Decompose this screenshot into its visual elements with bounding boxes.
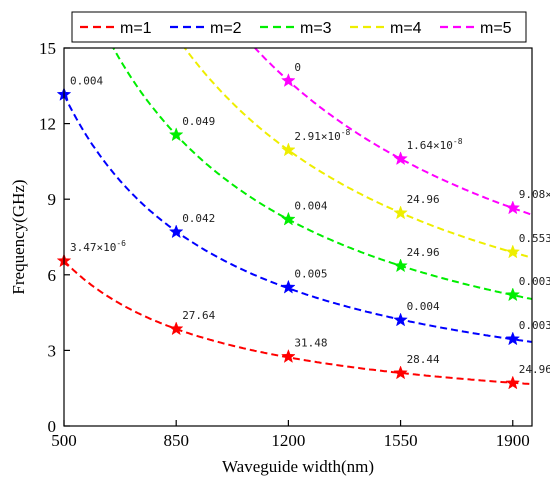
data-point-marker — [393, 312, 408, 327]
x-axis-label: Waveguide width(nm) — [222, 457, 374, 476]
data-point-label: 28.44 — [407, 353, 440, 366]
data-point-label: 3.47×10-6 — [70, 239, 126, 254]
series-curve — [253, 48, 532, 216]
data-point-label-exponent: -8 — [453, 137, 463, 146]
x-tick-label: 1550 — [384, 431, 418, 450]
plot-frame — [63, 47, 533, 427]
data-point-label: 0.004 — [70, 75, 103, 88]
data-point-marker — [168, 321, 184, 336]
legend-entry-label: m=1 — [120, 20, 152, 37]
data-point-label-exponent: -8 — [341, 128, 351, 137]
data-point-marker — [281, 348, 296, 363]
data-point-label: 27.64 — [182, 309, 215, 322]
data-point-label: 0.042 — [182, 212, 215, 225]
data-point-marker — [168, 224, 184, 239]
y-tick-label: 0 — [48, 417, 57, 436]
data-point-label: 24.96 — [519, 363, 550, 376]
series-curve — [112, 48, 532, 300]
x-tick-label: 850 — [163, 431, 189, 450]
series-curve — [64, 94, 532, 343]
legend-frame — [71, 11, 527, 43]
data-point-marker — [505, 200, 521, 215]
legend-entry-label: m=5 — [480, 20, 512, 37]
series-curve — [64, 260, 532, 386]
data-point-marker — [505, 331, 521, 346]
x-tick-label: 1900 — [496, 431, 530, 450]
data-point-label: 0.005 — [294, 267, 327, 280]
legend: m=1 m=2 m=3 m=4 m=5 — [71, 11, 527, 43]
axes-layer: 500 850 1200 1550 1900 0 3 6 9 12 15 — [39, 39, 530, 450]
data-point-marker — [393, 205, 408, 220]
data-point-marker — [168, 127, 184, 142]
y-tick-label: 6 — [48, 266, 57, 285]
data-point-marker — [393, 151, 408, 166]
data-point-label: 31.48 — [294, 337, 327, 350]
data-point-label: 1.64×10-8 — [407, 137, 463, 152]
data-point-label: 2.91×10-8 — [294, 128, 350, 143]
data-point-marker — [281, 73, 296, 87]
legend-entry-label: m=3 — [300, 20, 332, 37]
y-tick-label: 12 — [39, 115, 56, 134]
series-curve — [183, 48, 532, 259]
data-point-label: 0.049 — [182, 115, 215, 128]
data-point-label: 0.553 — [519, 232, 550, 245]
x-tick-label: 1200 — [271, 431, 305, 450]
data-point-marker — [393, 258, 408, 273]
curves-layer — [64, 48, 532, 386]
data-point-label: 9.08×10-10 — [519, 186, 550, 201]
data-point-label: 0.003 — [519, 319, 550, 332]
data-point-label-exponent: -6 — [116, 239, 126, 248]
data-point-label: 24.96 — [407, 246, 440, 259]
data-point-label: 24.96 — [407, 193, 440, 206]
data-point-marker — [505, 244, 521, 259]
data-point-marker — [505, 375, 521, 390]
data-point-marker — [505, 287, 521, 302]
data-point-marker — [281, 211, 296, 226]
data-point-label: 0 — [294, 61, 301, 74]
annotations-layer: 3.47×10-6 27.64 31.48 28.44 24.96 0.004 0.042 0… — [70, 61, 550, 376]
legend-entry-label: m=2 — [210, 20, 242, 37]
x-tick-label: 500 — [51, 431, 77, 450]
data-point-label: 0.004 — [407, 300, 440, 313]
y-tick-label: 3 — [48, 341, 57, 360]
data-point-label: 0.004 — [294, 199, 327, 212]
legend-entry-label: m=4 — [390, 20, 422, 37]
y-tick-label: 15 — [39, 39, 56, 58]
data-point-marker — [281, 279, 296, 294]
y-tick-label: 9 — [48, 190, 57, 209]
data-point-marker — [393, 365, 408, 380]
y-axis-label: Frequency(GHz) — [9, 179, 28, 294]
data-point-label: 0.003 — [519, 275, 550, 288]
data-point-marker — [281, 142, 296, 157]
